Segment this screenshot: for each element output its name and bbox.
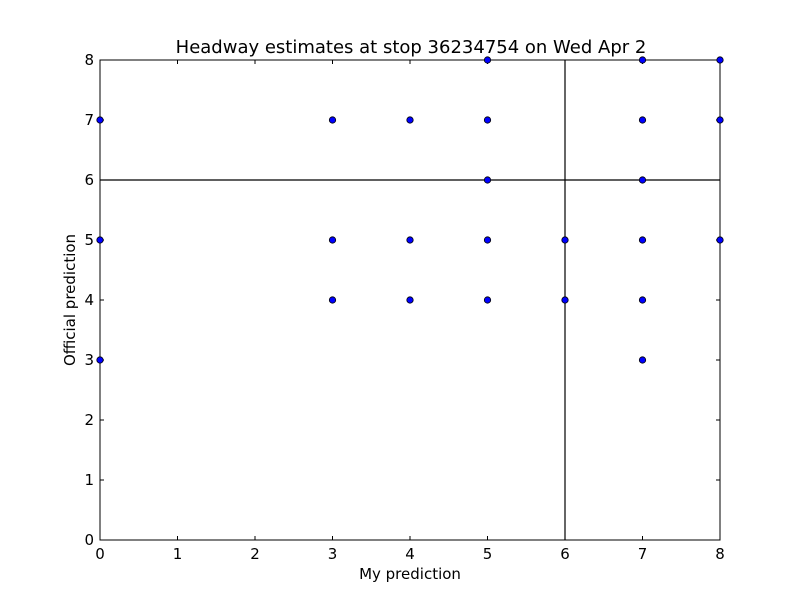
data-point xyxy=(328,296,337,304)
y-tick-label: 5 xyxy=(84,231,94,249)
x-tick-label: 6 xyxy=(560,545,570,563)
y-tick-label: 8 xyxy=(84,51,94,69)
y-tick-label: 4 xyxy=(84,291,94,309)
y-tick-label: 6 xyxy=(84,171,94,189)
data-point xyxy=(483,236,492,244)
x-tick-label: 4 xyxy=(405,545,415,563)
y-tick-label: 3 xyxy=(84,351,94,369)
x-tick-label: 7 xyxy=(638,545,648,563)
data-point xyxy=(328,116,337,124)
x-tick-label: 0 xyxy=(95,545,105,563)
x-tick-label: 1 xyxy=(173,545,183,563)
data-point xyxy=(483,116,492,124)
data-point xyxy=(483,56,492,64)
x-tick-labels: 0 1 2 3 4 5 6 7 8 xyxy=(95,545,725,563)
x-tick-label: 8 xyxy=(715,545,725,563)
x-tick-label: 2 xyxy=(250,545,260,563)
data-point xyxy=(406,116,414,124)
data-points xyxy=(96,56,724,364)
data-point xyxy=(96,236,104,244)
y-tick-label: 7 xyxy=(84,111,94,129)
data-point xyxy=(96,116,104,124)
y-tick-label: 2 xyxy=(84,411,94,429)
data-point xyxy=(638,176,647,184)
data-point xyxy=(561,296,569,304)
data-point xyxy=(328,236,337,244)
data-point xyxy=(716,56,724,64)
data-point xyxy=(483,176,492,184)
data-point xyxy=(716,236,724,244)
data-point xyxy=(406,236,414,244)
plot-area xyxy=(96,56,724,541)
y-tick-labels: 0 1 2 3 4 5 6 7 8 xyxy=(84,51,94,549)
x-tick-label: 3 xyxy=(328,545,338,563)
x-axis-label: My prediction xyxy=(359,565,461,583)
chart-title: Headway estimates at stop 36234754 on We… xyxy=(176,37,647,58)
data-point xyxy=(638,296,647,304)
data-point xyxy=(638,116,647,124)
data-point xyxy=(638,236,647,244)
y-axis-label: Official prediction xyxy=(61,234,79,366)
y-tick-label: 1 xyxy=(84,471,94,489)
x-tick-label: 5 xyxy=(483,545,493,563)
data-point xyxy=(561,236,569,244)
y-tick-label: 0 xyxy=(84,531,94,549)
data-point xyxy=(638,56,647,64)
data-point xyxy=(483,296,492,304)
data-point xyxy=(96,356,104,364)
data-point xyxy=(638,356,647,364)
data-point xyxy=(716,116,724,124)
data-point xyxy=(406,296,414,304)
